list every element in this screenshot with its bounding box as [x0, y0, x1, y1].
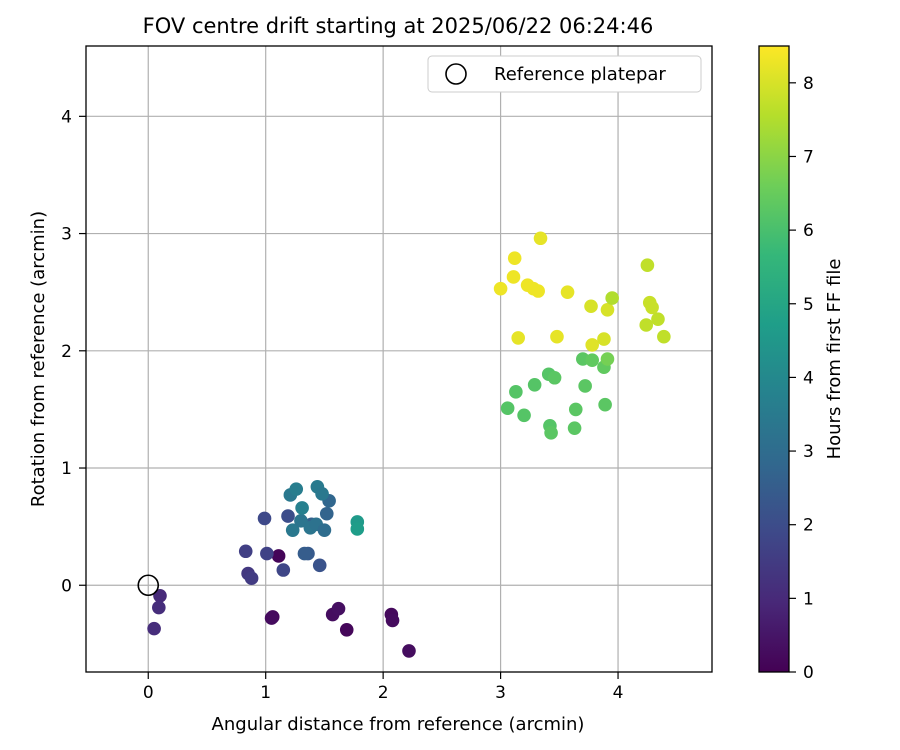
x-tick-label: 0 [143, 683, 154, 703]
data-point [597, 332, 611, 346]
colorbar-tick-label: 4 [803, 368, 814, 388]
data-point [507, 251, 522, 265]
data-point [600, 352, 615, 366]
x-tick-label: 2 [378, 683, 389, 703]
grid-lines [86, 46, 712, 672]
data-point [547, 370, 562, 385]
x-tick-label: 4 [613, 683, 624, 703]
colorbar-label: Hours from first FF file [824, 259, 845, 460]
colorbar: 0 1 2 3 4 5 6 7 8 Hours from first FF file [758, 45, 845, 683]
colorbar-tick-label: 6 [803, 221, 814, 241]
y-tick-label: 0 [61, 576, 72, 596]
data-point [600, 302, 615, 317]
legend-box [427, 55, 702, 93]
data-point [271, 549, 286, 563]
data-point [550, 329, 564, 344]
data-point [527, 377, 542, 392]
y-tick-label: 1 [61, 459, 72, 479]
data-point [517, 408, 531, 423]
data-point [297, 546, 312, 561]
data-point [260, 546, 274, 561]
colorbar-tick-label: 7 [803, 147, 814, 167]
data-point [402, 644, 416, 658]
colorbar-tick-label: 2 [803, 516, 814, 536]
data-point [295, 501, 309, 515]
data-point [285, 523, 300, 537]
y-axis-ticks: 0 1 2 3 4 [61, 107, 86, 596]
data-point [640, 258, 655, 273]
data-point [585, 353, 600, 367]
data-point [339, 622, 354, 637]
data-point [312, 558, 327, 573]
data-point [331, 601, 346, 616]
data-point [578, 379, 592, 393]
data-point [385, 613, 400, 628]
data-point [257, 511, 272, 526]
data-point [509, 385, 523, 399]
data-point [651, 312, 665, 326]
data-point [500, 401, 515, 416]
y-tick-label: 2 [61, 342, 72, 362]
colorbar-tick-label: 5 [803, 295, 814, 315]
legend-label: Reference platepar [494, 64, 666, 85]
data-points [147, 231, 671, 658]
colorbar-tick-label: 0 [803, 663, 814, 683]
legend-marker [445, 63, 467, 85]
data-point [645, 300, 659, 315]
data-point [560, 285, 575, 299]
plot-frame [85, 45, 713, 673]
data-point [315, 487, 329, 501]
x-axis-ticks: 0 1 2 3 4 [143, 672, 624, 703]
legend: Reference platepar [427, 55, 702, 93]
data-point [276, 563, 291, 577]
y-tick-label: 4 [61, 107, 72, 127]
data-point [289, 482, 304, 496]
colorbar-tick-label: 8 [803, 74, 814, 94]
data-point [598, 397, 612, 412]
data-point [533, 231, 548, 246]
data-point [264, 611, 279, 625]
y-tick-label: 3 [61, 225, 72, 245]
data-point [317, 523, 332, 537]
data-point [511, 331, 526, 345]
data-point [493, 281, 508, 296]
plot-area [85, 45, 713, 673]
data-point [238, 544, 253, 559]
data-point [281, 509, 295, 523]
x-tick-label: 3 [495, 683, 506, 703]
y-axis-label: Rotation from reference (arcmin) [28, 211, 49, 507]
data-point [567, 421, 582, 435]
chart-title: FOV centre drift starting at 2025/06/22 … [143, 14, 654, 38]
data-point [152, 600, 166, 615]
reference-point-marker [137, 574, 160, 597]
x-tick-label: 1 [260, 683, 271, 703]
data-point [319, 506, 334, 521]
x-axis-label: Angular distance from reference (arcmin) [212, 714, 585, 735]
data-point [585, 338, 600, 352]
data-point [568, 402, 583, 417]
data-point [506, 270, 521, 284]
colorbar-tick-label: 3 [803, 442, 814, 462]
data-point [657, 329, 671, 344]
data-point [350, 522, 365, 536]
colorbar-frame [758, 45, 790, 673]
data-point [584, 299, 598, 314]
colorbar-gradient [759, 46, 789, 672]
data-point [153, 589, 167, 603]
data-point [244, 571, 259, 586]
data-point [639, 318, 654, 332]
data-point [605, 291, 619, 305]
colorbar-ticks: 0 1 2 3 4 5 6 7 8 [789, 74, 814, 683]
data-point [544, 426, 558, 440]
data-point [294, 513, 308, 528]
colorbar-tick-label: 1 [803, 589, 814, 609]
data-point [531, 284, 545, 298]
data-point [147, 621, 161, 636]
